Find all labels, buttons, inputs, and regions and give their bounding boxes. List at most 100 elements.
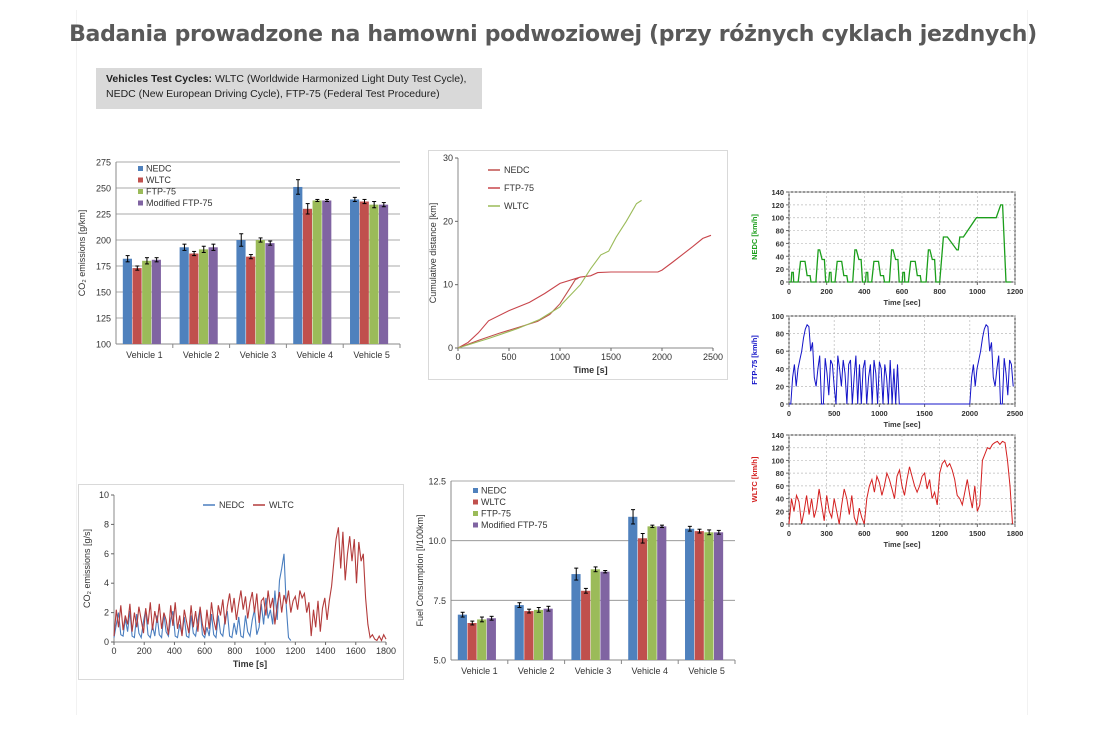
x-axis-label: Time [sec]: [884, 420, 921, 429]
bar: [179, 247, 189, 344]
x-tick-label: 1800: [1007, 529, 1024, 538]
legend-swatch: [473, 522, 478, 528]
y-tick-label: 20: [776, 382, 784, 391]
y-tick-label: 7.5: [433, 596, 446, 606]
bar: [514, 605, 524, 660]
bar: [246, 256, 256, 344]
bar: [236, 240, 246, 344]
x-tick-label: Vehicle 4: [297, 350, 334, 360]
bar: [189, 253, 199, 344]
x-tick-label: Vehicle 5: [688, 666, 725, 676]
y-tick-label: 80: [776, 330, 784, 339]
y-tick-label: 120: [771, 201, 784, 210]
y-tick-label: 0: [448, 343, 453, 353]
bar: [369, 204, 379, 344]
wltc-speed-chart: 0 20 40 60 80 100 120 140 0 300 600 900 1200 1500 1800…: [750, 431, 1024, 549]
y-tick-label: 100: [96, 340, 111, 350]
y-tick-label: 6: [104, 549, 109, 559]
x-axis-label: Time [s]: [573, 365, 607, 375]
x-tick-label: 200: [137, 646, 152, 656]
plot-area: [114, 495, 386, 642]
cumulative-distance-line-chart: 0 10 20 30 0 500 1000 1500 2000 2500 Time [s] Cumul…: [428, 150, 728, 380]
page-title: Badania prowadzone na hamowni podwoziowe…: [69, 22, 1037, 47]
y-tick-label: 0: [780, 400, 784, 409]
y-tick-label: 60: [776, 482, 784, 491]
y-tick-label: 10: [443, 280, 453, 290]
bar: [581, 590, 591, 660]
legend-swatch: [138, 200, 143, 206]
y-tick-label: 30: [443, 153, 453, 163]
y-tick-label: 140: [771, 431, 784, 440]
y-tick-label: 0: [780, 520, 784, 529]
y-tick-label: 140: [771, 188, 784, 197]
bar: [457, 614, 467, 660]
y-tick-label: 100: [771, 312, 784, 321]
bar: [122, 258, 132, 344]
info-box-line2: NEDC (New European Driving Cycle), FTP-7…: [106, 88, 440, 100]
bar: [477, 619, 487, 660]
legend-label: FTP-75: [481, 509, 511, 519]
bar: [628, 516, 638, 660]
legend-label: NEDC: [504, 165, 530, 175]
x-tick-label: 800: [933, 287, 946, 296]
y-tick-label: 12.5: [428, 477, 446, 487]
fuel-consumption-bar-chart: 5.0 7.5 10.0 12.5 Vehicle 1 Vehicle 2 Vehicle …: [415, 477, 736, 676]
legend-swatch: [473, 511, 478, 516]
series-line: [788, 440, 1013, 526]
y-axis-label: CO₂ emissions [g/km]: [77, 210, 87, 297]
legend-label: NEDC: [481, 486, 507, 496]
test-cycles-info-box: Vehicles Test Cycles: WLTC (Worldwide Ha…: [96, 68, 482, 109]
x-tick-label: 1500: [916, 409, 933, 418]
y-tick-label: 0: [780, 278, 784, 287]
x-tick-label: 0: [787, 287, 791, 296]
series-line: [457, 234, 712, 349]
y-tick-label: 200: [96, 236, 111, 246]
bar: [647, 526, 657, 660]
y-tick-label: 2: [104, 608, 109, 618]
bar: [685, 528, 695, 660]
x-tick-label: 0: [787, 409, 791, 418]
bar: [322, 200, 332, 344]
y-axis-label: WLTC [km/h]: [750, 456, 759, 502]
plot-area: [788, 315, 1016, 405]
bar: [713, 532, 724, 660]
x-axis-label: Time [sec]: [884, 298, 921, 307]
x-axis-label: Time [sec]: [884, 540, 921, 549]
y-tick-label: 10.0: [428, 536, 446, 546]
x-tick-label: Vehicle 3: [575, 666, 612, 676]
bar: [142, 260, 152, 344]
y-tick-label: 150: [96, 288, 111, 298]
x-tick-label: 400: [167, 646, 182, 656]
series-line: [457, 199, 642, 349]
x-tick-label: 800: [227, 646, 242, 656]
legend-swatch: [138, 189, 143, 194]
bar: [255, 240, 265, 344]
y-tick-label: 125: [96, 314, 111, 324]
series-line: [457, 277, 579, 349]
series-line: [113, 527, 387, 642]
x-tick-label: Vehicle 1: [126, 350, 163, 360]
y-tick-label: 20: [776, 265, 784, 274]
bar: [571, 574, 581, 660]
y-tick-label: 100: [771, 456, 784, 465]
bar: [533, 609, 544, 660]
y-axis-label: CO₂ emissions [g/s]: [82, 529, 92, 608]
x-tick-label: 1500: [969, 529, 986, 538]
x-tick-label: 2500: [703, 352, 723, 362]
y-tick-label: 40: [776, 365, 784, 374]
legend-swatch: [138, 166, 143, 171]
x-tick-label: 1200: [1007, 287, 1024, 296]
bar: [590, 569, 600, 660]
x-tick-label: Vehicle 2: [518, 666, 555, 676]
y-tick-label: 4: [104, 578, 109, 588]
series-line: [789, 204, 1012, 283]
x-tick-label: 1500: [601, 352, 621, 362]
bar: [359, 201, 369, 344]
x-tick-label: 2500: [1007, 409, 1024, 418]
x-tick-label: 1000: [255, 646, 275, 656]
x-tick-label: 500: [828, 409, 841, 418]
bar: [198, 249, 209, 344]
bar: [132, 268, 142, 344]
legend-label: WLTC: [504, 201, 529, 211]
